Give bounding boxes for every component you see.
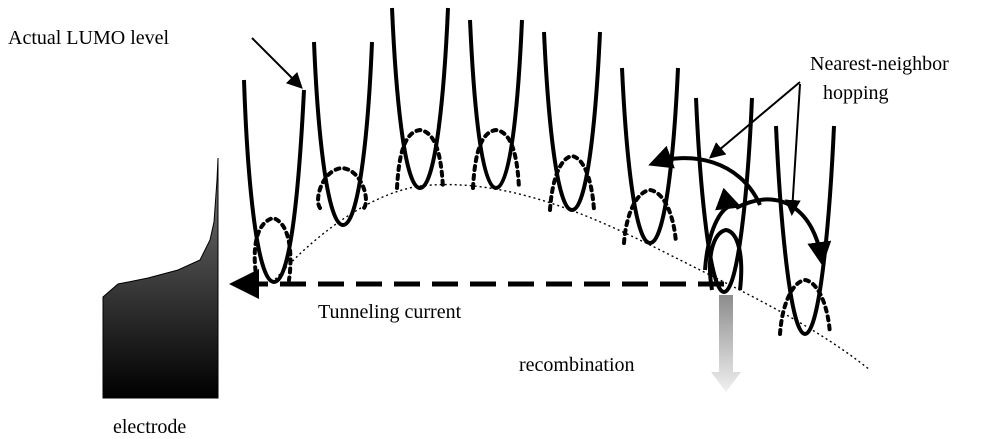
tunneling-label: Tunneling current <box>318 301 462 323</box>
dotted-well-3 <box>395 127 445 190</box>
hopping-pointer-right <box>784 83 801 216</box>
hopping-arc-left <box>648 145 762 206</box>
hopping-label-line2: hopping <box>823 82 889 104</box>
dotted-well-2 <box>316 165 368 210</box>
lumo-well-5 <box>542 31 602 213</box>
dotted-well-6 <box>622 187 678 245</box>
lumo-well-4 <box>468 19 524 191</box>
hopping-arc-right <box>735 197 832 266</box>
electrode-block <box>102 157 219 399</box>
lumo-label: Actual LUMO level <box>8 27 170 49</box>
dotted-well-8 <box>778 277 832 336</box>
lumo-well-3 <box>390 7 450 191</box>
hopping-label-line1: Nearest-neighbor <box>810 53 949 75</box>
energy-landscape-curve <box>271 183 871 371</box>
pointer-arrows <box>251 37 801 216</box>
dotted-wells <box>252 127 832 336</box>
recombination-label: recombination <box>519 354 635 376</box>
dotted-well-4 <box>471 127 521 190</box>
dotted-well-1 <box>252 215 293 282</box>
dotted-well-5 <box>548 153 596 212</box>
hopping-pointer-left <box>708 81 801 159</box>
lumo-well-2 <box>312 41 374 228</box>
lumo-pointer <box>251 37 303 89</box>
recombination-arrow <box>711 295 741 392</box>
recombination-loop <box>707 227 744 291</box>
lumo-well-1 <box>242 79 306 285</box>
lumo-well-8 <box>774 125 836 337</box>
hopping-arc-middle <box>703 187 742 271</box>
electrode-label: electrode <box>113 416 186 438</box>
